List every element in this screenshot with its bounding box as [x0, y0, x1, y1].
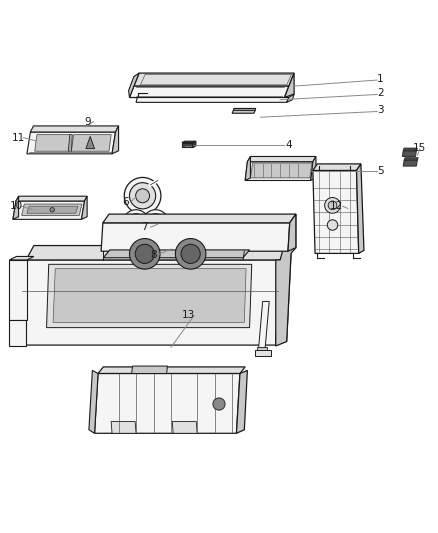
Polygon shape	[95, 374, 240, 433]
Circle shape	[124, 177, 161, 214]
Text: 13: 13	[182, 310, 195, 320]
Text: 6: 6	[122, 197, 128, 207]
Polygon shape	[285, 73, 294, 98]
Polygon shape	[357, 164, 364, 253]
Polygon shape	[233, 108, 256, 110]
Circle shape	[325, 198, 340, 213]
Polygon shape	[251, 163, 312, 178]
Polygon shape	[71, 135, 111, 151]
Polygon shape	[26, 246, 288, 260]
Circle shape	[136, 189, 150, 203]
Polygon shape	[13, 201, 85, 220]
Text: 2: 2	[377, 88, 384, 98]
Polygon shape	[111, 422, 136, 433]
Circle shape	[147, 214, 165, 232]
Polygon shape	[287, 94, 294, 102]
Text: 5: 5	[377, 166, 384, 176]
Polygon shape	[311, 157, 316, 181]
Polygon shape	[403, 160, 417, 166]
Text: 10: 10	[9, 201, 22, 211]
Polygon shape	[403, 148, 417, 151]
Polygon shape	[112, 126, 119, 154]
Text: 11: 11	[11, 133, 25, 143]
Polygon shape	[21, 204, 82, 215]
Polygon shape	[30, 126, 119, 132]
Polygon shape	[182, 141, 196, 142]
Polygon shape	[27, 206, 78, 213]
Polygon shape	[403, 151, 417, 157]
Circle shape	[327, 220, 338, 230]
Polygon shape	[13, 196, 18, 220]
Circle shape	[328, 201, 337, 210]
Circle shape	[213, 398, 225, 410]
Polygon shape	[101, 223, 290, 251]
Circle shape	[175, 239, 206, 269]
Polygon shape	[16, 196, 87, 201]
Polygon shape	[103, 214, 296, 223]
Circle shape	[131, 217, 142, 229]
Polygon shape	[98, 367, 245, 374]
Polygon shape	[81, 196, 87, 220]
Circle shape	[181, 244, 200, 263]
Polygon shape	[404, 158, 418, 160]
Circle shape	[130, 239, 160, 269]
Polygon shape	[237, 370, 247, 433]
Polygon shape	[258, 348, 267, 350]
Polygon shape	[255, 350, 271, 356]
Polygon shape	[276, 253, 291, 345]
Polygon shape	[258, 302, 269, 352]
Polygon shape	[129, 73, 139, 98]
Text: 9: 9	[85, 117, 92, 126]
Polygon shape	[182, 142, 193, 147]
Circle shape	[123, 210, 149, 236]
Polygon shape	[89, 370, 98, 433]
Polygon shape	[46, 264, 252, 328]
Text: 3: 3	[377, 105, 384, 115]
Text: 12: 12	[330, 201, 343, 211]
Polygon shape	[35, 135, 71, 151]
Polygon shape	[68, 135, 72, 151]
Circle shape	[130, 183, 155, 209]
Polygon shape	[172, 422, 197, 433]
Polygon shape	[245, 157, 251, 181]
Polygon shape	[10, 256, 34, 260]
Text: 4: 4	[286, 140, 292, 150]
Polygon shape	[27, 132, 116, 154]
Text: 8: 8	[150, 250, 157, 260]
Polygon shape	[130, 86, 289, 98]
Circle shape	[150, 217, 161, 229]
Polygon shape	[134, 73, 294, 86]
Polygon shape	[288, 214, 296, 251]
Text: 1: 1	[377, 74, 384, 84]
Polygon shape	[10, 320, 26, 346]
Polygon shape	[276, 214, 296, 346]
Polygon shape	[313, 171, 359, 253]
Polygon shape	[232, 110, 255, 113]
Polygon shape	[86, 136, 95, 149]
Polygon shape	[10, 260, 27, 320]
Circle shape	[135, 244, 154, 263]
Polygon shape	[53, 269, 246, 322]
Polygon shape	[193, 141, 196, 147]
Circle shape	[127, 214, 145, 232]
Polygon shape	[136, 98, 289, 102]
Polygon shape	[103, 250, 250, 258]
Polygon shape	[21, 260, 280, 345]
Text: 7: 7	[141, 222, 148, 232]
Circle shape	[50, 207, 54, 212]
Polygon shape	[313, 164, 361, 171]
Polygon shape	[247, 157, 316, 161]
Polygon shape	[245, 161, 313, 181]
Circle shape	[143, 210, 169, 236]
Polygon shape	[132, 366, 167, 374]
Text: 15: 15	[413, 143, 427, 153]
